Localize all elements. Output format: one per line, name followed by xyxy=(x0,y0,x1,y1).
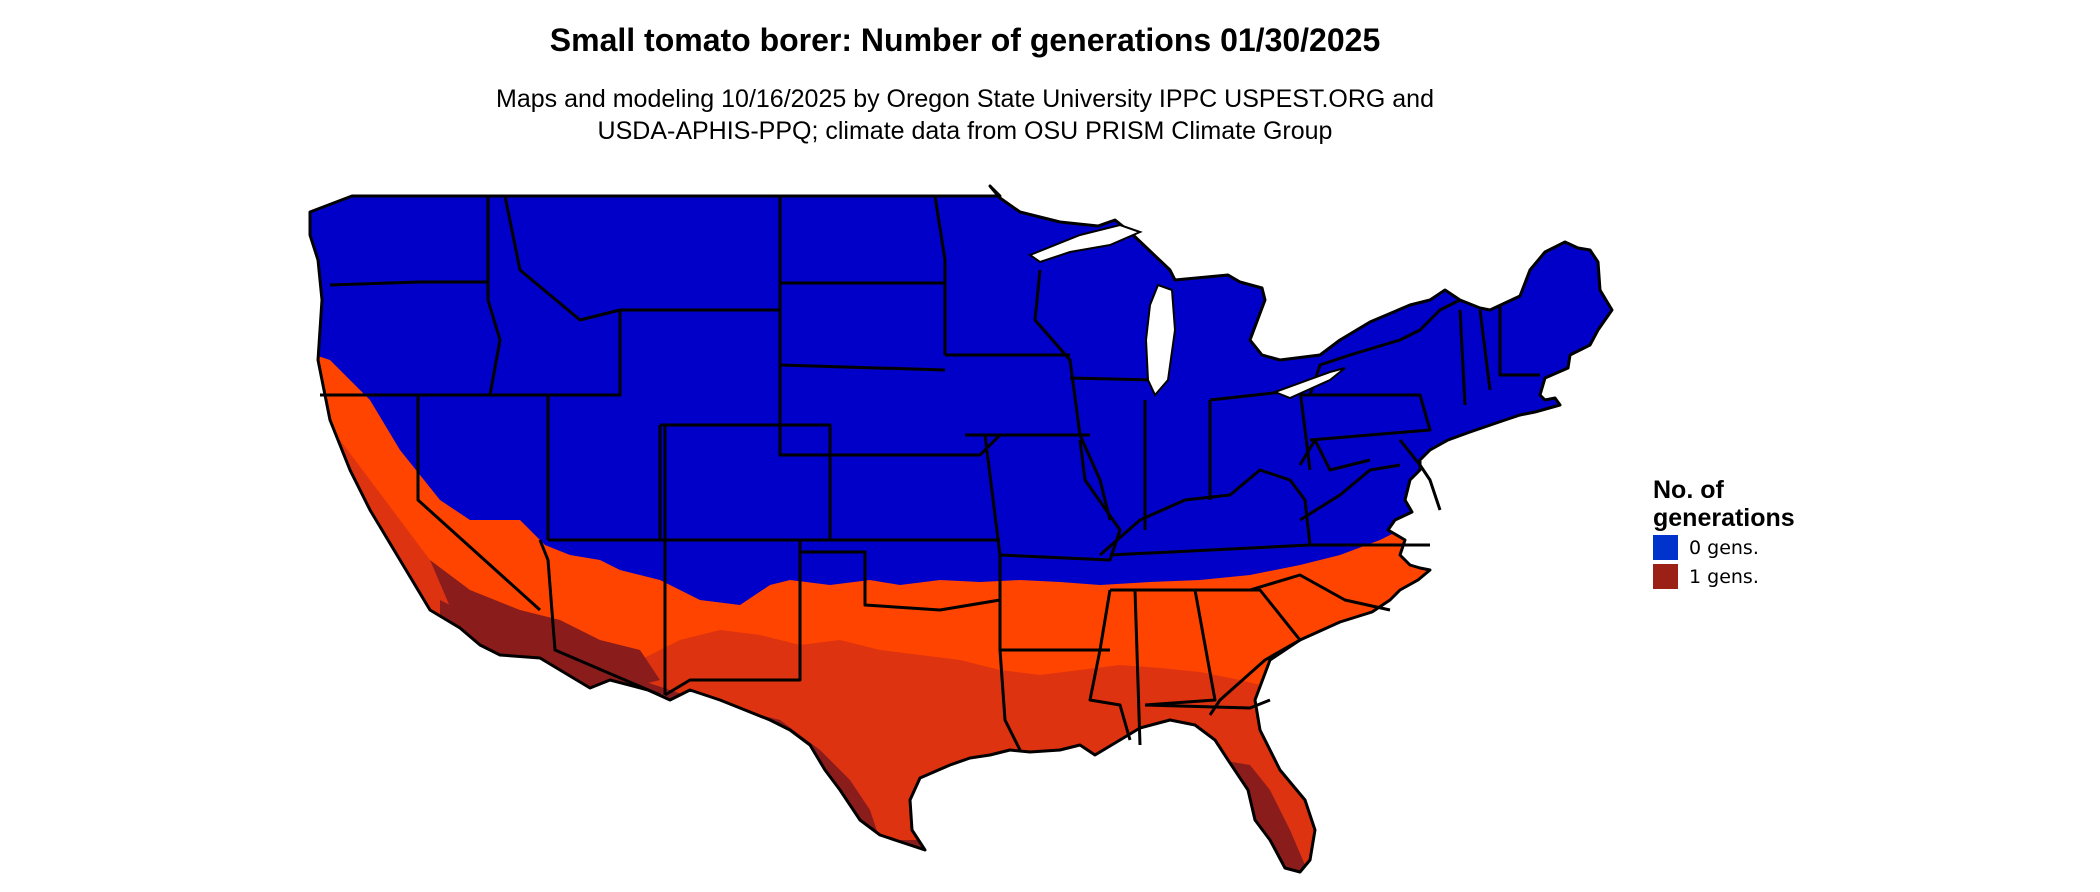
border-sd-ne xyxy=(779,363,946,372)
border-al xyxy=(1133,589,1217,746)
legend-title-line-2: generations xyxy=(1653,504,1795,532)
legend-swatch-zero xyxy=(1653,535,1678,560)
border-il-wi xyxy=(1069,376,1156,382)
legend-title: No. of generations xyxy=(1653,476,1853,532)
border-ca-nv xyxy=(416,395,542,612)
border-md-de xyxy=(1398,439,1442,511)
border-va xyxy=(1299,463,1430,547)
border-la-tx xyxy=(998,649,1022,751)
border-new-england xyxy=(1458,305,1540,406)
map-subtitle: Maps and modeling 10/16/2025 by Oregon S… xyxy=(0,83,1930,147)
legend: No. of generations 0 gens. 1 gens. xyxy=(1653,476,1853,590)
legend-swatch-one xyxy=(1653,564,1678,589)
border-ny xyxy=(1308,298,1461,396)
lake-superior xyxy=(1027,223,1143,264)
border-wv xyxy=(1298,438,1371,472)
border-nm-tx xyxy=(664,540,802,697)
map-title: Small tomato borer: Number of generation… xyxy=(549,22,1381,58)
border-ne-ks xyxy=(830,433,1002,457)
border-in-il xyxy=(1143,400,1212,530)
border-fl xyxy=(1144,698,1271,710)
legend-label-zero: 0 gens. xyxy=(1689,536,1759,559)
border-id xyxy=(486,196,502,396)
border-wa-or xyxy=(329,280,488,287)
border-ut-co xyxy=(548,310,622,397)
legend-item-zero-gens: 0 gens. xyxy=(1653,534,1853,561)
border-pa xyxy=(1300,393,1432,442)
legend-label-one: 1 gens. xyxy=(1689,565,1759,588)
border-co xyxy=(660,423,832,542)
border-wi xyxy=(1033,269,1112,521)
lake-erie xyxy=(1272,367,1346,400)
legend-title-line-1: No. of xyxy=(1653,476,1724,504)
border-ok-tx xyxy=(800,550,1002,612)
border-mo xyxy=(983,434,1122,562)
border-az xyxy=(538,539,661,697)
desert-southwest-dark xyxy=(430,560,660,690)
border-mn xyxy=(933,195,947,355)
lake-michigan xyxy=(1144,283,1177,397)
border-sc-nc xyxy=(1249,573,1391,612)
legend-item-one-gen: 1 gens. xyxy=(1653,563,1853,590)
border-tn-ky xyxy=(1109,543,1311,592)
subtitle-line-1: Maps and modeling 10/16/2025 by Oregon S… xyxy=(496,85,1434,113)
border-ky xyxy=(1099,468,1312,557)
state-borders xyxy=(308,184,1614,874)
border-ms xyxy=(1088,589,1132,741)
great-lakes xyxy=(1027,223,1346,400)
subtitle-line-2: USDA-APHIS-PPQ; climate data from OSU PR… xyxy=(597,117,1333,145)
